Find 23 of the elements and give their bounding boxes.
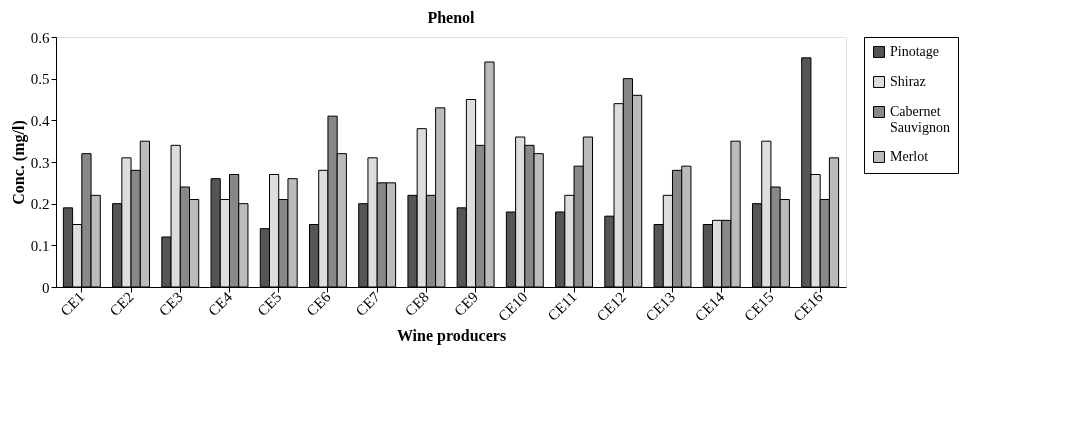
y-tick-label: 0.6 xyxy=(30,29,50,46)
x-tick-label: CE9 xyxy=(451,288,482,320)
y-tick-label: 0 xyxy=(42,279,50,296)
legend-label: Shiraz xyxy=(890,74,926,89)
x-axis-title: Wine producers xyxy=(396,327,507,346)
y-tick-label: 0.2 xyxy=(30,196,50,213)
y-tick-label: 0.3 xyxy=(30,154,50,171)
y-axis-title: Conc. (mg/l) xyxy=(9,120,28,205)
x-tick-label: CE1 xyxy=(57,288,88,320)
x-tick-label: CE4 xyxy=(204,288,236,320)
x-tick-label: CE5 xyxy=(254,288,285,320)
y-tick-label: 0.5 xyxy=(30,71,50,88)
legend-label: Cabernet Sauvignon xyxy=(890,104,950,135)
x-tick-label: CE2 xyxy=(106,288,137,320)
y-tick-label: 0.1 xyxy=(30,237,50,254)
x-tick-label: CE8 xyxy=(401,288,433,320)
legend-label: Pinotage xyxy=(890,44,939,59)
legend-label: Merlot xyxy=(890,149,929,164)
chart-title: Phenol xyxy=(427,9,476,26)
x-tick-label: CE7 xyxy=(352,288,384,320)
y-tick-label: 0.4 xyxy=(30,112,50,129)
x-tick-label: CE3 xyxy=(155,288,186,320)
x-tick-label: CE6 xyxy=(303,288,334,320)
